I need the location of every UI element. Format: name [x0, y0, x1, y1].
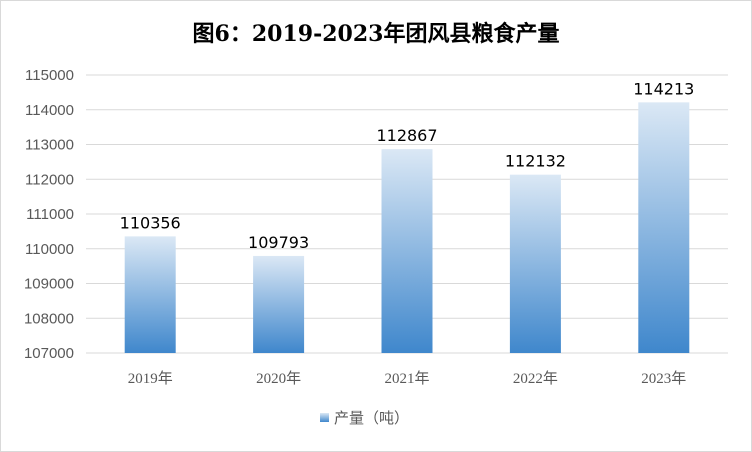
x-tick-label: 2021年 [384, 370, 429, 387]
data-label: 112867 [376, 126, 437, 145]
bar [381, 149, 433, 353]
x-axis-ticks: 2019年 2020年 2021年 2022年 2023年 [128, 370, 687, 387]
legend-label: 产量（吨） [334, 409, 409, 427]
y-tick-label: 110000 [25, 241, 74, 258]
y-tick-label: 108000 [24, 310, 74, 327]
data-label: 114213 [633, 79, 694, 98]
y-tick-label: 112000 [25, 171, 74, 188]
y-tick-label: 109000 [24, 276, 74, 293]
data-labels: 110356 109793 112867 112132 114213 [120, 79, 695, 252]
y-tick-label: 115000 [25, 67, 74, 84]
x-tick-label: 2023年 [641, 370, 686, 387]
x-tick-label: 2019年 [128, 370, 173, 387]
data-label: 110356 [120, 213, 181, 232]
legend-swatch [320, 413, 329, 422]
y-tick-label: 114000 [25, 102, 74, 119]
bar [124, 236, 176, 353]
bar [638, 102, 690, 353]
x-tick-label: 2022年 [513, 370, 558, 387]
bar [509, 174, 561, 353]
x-tick-label: 2020年 [256, 370, 301, 387]
bar [253, 255, 305, 353]
bars [124, 102, 690, 353]
y-tick-label: 111000 [26, 206, 74, 223]
data-label: 112132 [505, 152, 566, 171]
data-label: 109793 [248, 233, 309, 252]
chart-title: 图6：2019-2023年团风县粮食产量 [193, 21, 560, 47]
y-tick-label: 107000 [24, 345, 74, 362]
y-axis-ticks: 107000 108000 109000 110000 111000 112000 1130… [24, 67, 74, 362]
legend: 产量（吨） [320, 409, 409, 427]
y-tick-label: 113000 [25, 137, 74, 154]
